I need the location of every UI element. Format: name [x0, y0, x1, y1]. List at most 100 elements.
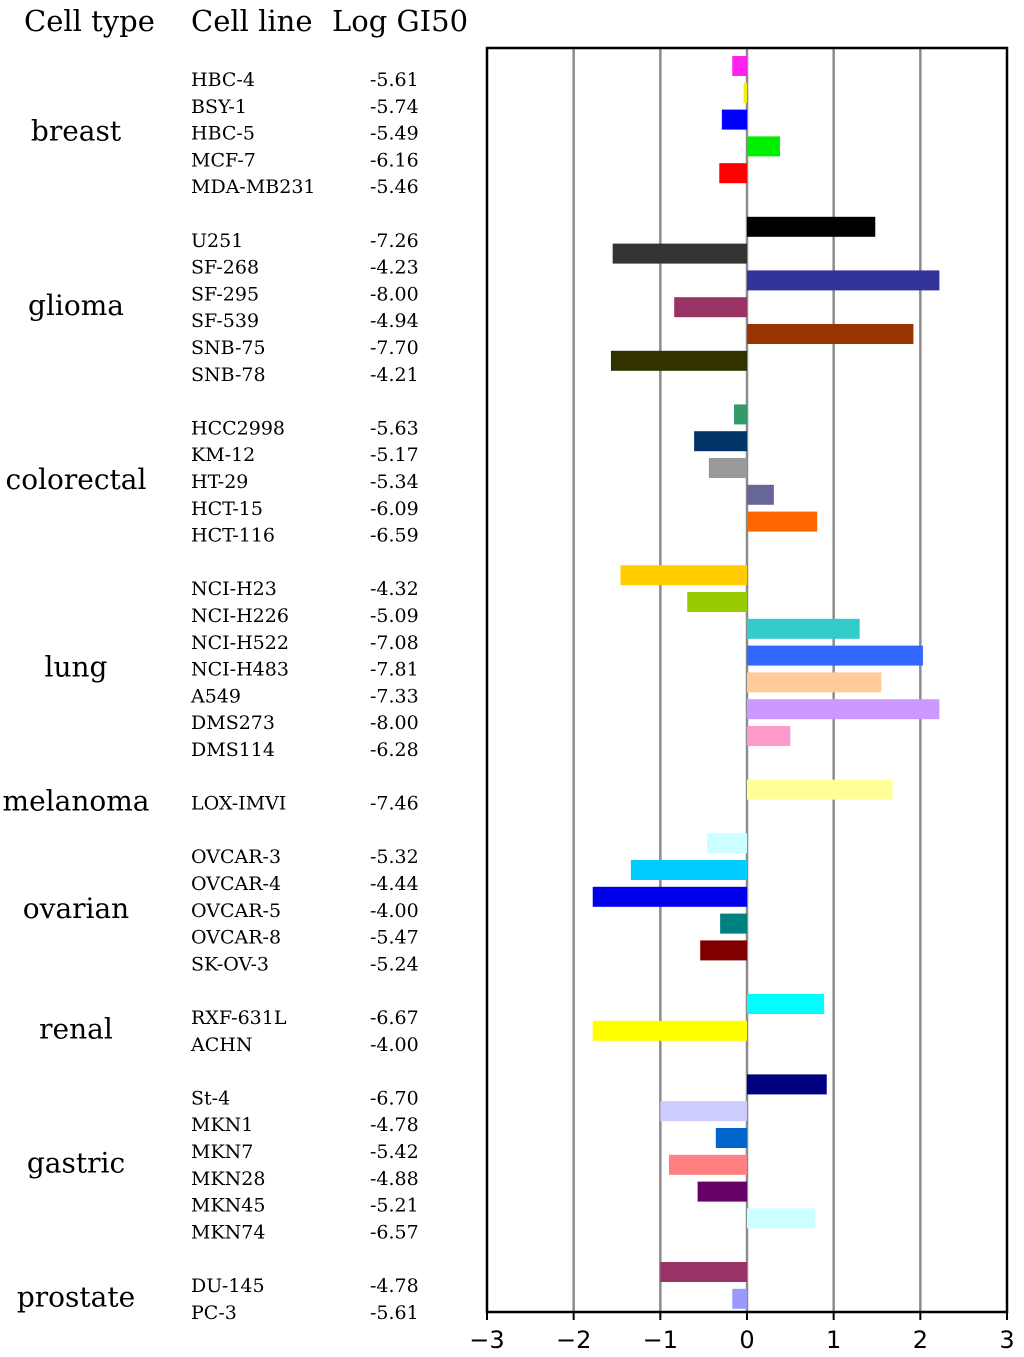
bar-ovcar-8 — [720, 913, 747, 934]
gi50-value: -5.21 — [370, 1195, 419, 1217]
bar-nci-h483 — [747, 645, 923, 666]
cell-line-label: OVCAR-8 — [191, 927, 281, 949]
x-axis: −3 −2 −1 0 1 2 3 — [469, 1312, 1015, 1354]
cell-line-label: MKN74 — [191, 1221, 265, 1243]
x-tick-label: 0 — [739, 1326, 754, 1354]
cell-line-label: SNB-78 — [191, 364, 266, 386]
gi50-value: -5.49 — [370, 123, 419, 145]
cell-line-label: A549 — [190, 685, 241, 707]
cell-line-label: NCI-H522 — [191, 632, 289, 654]
gi50-value: -6.16 — [370, 149, 419, 171]
cell-type-label: colorectal — [6, 463, 147, 496]
cell-line-label: MKN45 — [191, 1195, 265, 1217]
cell-line-label: DMS273 — [191, 712, 275, 734]
cell-line-label: MKN1 — [191, 1114, 253, 1136]
cell-line-label: SF-539 — [191, 310, 259, 332]
gi50-value: -4.00 — [370, 1034, 419, 1056]
cell-line-label: MCF-7 — [191, 149, 256, 171]
gi50-value: -7.26 — [370, 230, 419, 252]
bar-ovcar-5 — [592, 886, 747, 907]
gi50-value: -5.17 — [370, 444, 419, 466]
bar-hct-15 — [747, 484, 774, 505]
header-cell-line: Cell line — [191, 4, 313, 38]
gi50-value: -5.74 — [370, 96, 419, 118]
gi50-value: -5.32 — [370, 846, 419, 868]
bar-sk-ov-3 — [700, 940, 747, 961]
cell-line-label: SF-268 — [191, 257, 259, 279]
gi50-value: -8.00 — [370, 712, 419, 734]
bar-achn — [592, 1020, 747, 1041]
bar-mkn7 — [715, 1128, 747, 1148]
gi50-value: -6.59 — [370, 525, 419, 547]
gi50-value: -6.67 — [370, 1007, 419, 1029]
bar-pc-3 — [732, 1288, 747, 1309]
x-tick-label: −1 — [643, 1326, 678, 1354]
gi50-value: -6.70 — [370, 1087, 419, 1109]
gi50-value: -7.46 — [370, 793, 419, 815]
bar-rxf-631l — [747, 994, 825, 1014]
cell-line-label: DMS114 — [191, 739, 275, 761]
gi50-value: -4.78 — [370, 1275, 419, 1297]
gi50-value: -4.23 — [370, 257, 419, 279]
cell-line-label: PC-3 — [191, 1302, 237, 1324]
bar-sf-295 — [747, 270, 940, 291]
bar-a549 — [747, 672, 882, 693]
cell-type-label: renal — [39, 1012, 113, 1045]
cell-line-label: BSY-1 — [191, 96, 247, 118]
bar-sf-539 — [674, 297, 747, 318]
cell-type-label: gastric — [27, 1146, 125, 1179]
gi50-value: -4.00 — [370, 900, 419, 922]
bar-du-145 — [660, 1262, 747, 1282]
cell-line-label: HCT-116 — [191, 525, 275, 547]
gi50-value: -5.63 — [370, 417, 419, 439]
x-tick-label: 3 — [999, 1326, 1014, 1354]
bars — [592, 56, 940, 1309]
x-tick-label: −3 — [469, 1326, 504, 1354]
bar-snb-78 — [610, 350, 747, 371]
bar-hbc-5 — [721, 109, 747, 130]
cell-line-label: U251 — [191, 230, 243, 252]
gi50-value: -4.78 — [370, 1114, 419, 1136]
cell-line-label: ACHN — [190, 1034, 252, 1056]
gi50-value: -7.33 — [370, 685, 419, 707]
bar-mcf-7 — [747, 136, 780, 157]
header-log-gi50: Log GI50 — [332, 4, 468, 38]
cell-line-label: NCI-H483 — [191, 659, 289, 681]
cell-type-label: lung — [45, 651, 108, 684]
bar-nci-h522 — [747, 618, 860, 639]
gi50-value: -4.32 — [370, 578, 419, 600]
gi50-value: -5.47 — [370, 927, 419, 949]
gi50-value: -5.24 — [370, 953, 419, 975]
cell-line-label: SF-295 — [191, 283, 259, 305]
cell-type-label: melanoma — [3, 785, 150, 818]
cell-line-label: LOX-IMVI — [191, 793, 286, 815]
bar-dms273 — [747, 699, 940, 720]
cell-line-label: OVCAR-3 — [191, 846, 281, 868]
bar-nci-h23 — [620, 565, 747, 586]
cell-line-label: HBC-4 — [191, 69, 255, 91]
bar-hct-116 — [747, 511, 818, 532]
gi50-value: -4.94 — [370, 310, 419, 332]
bar-mkn45 — [697, 1181, 747, 1202]
bar-mkn28 — [669, 1154, 747, 1175]
cell-line-label: OVCAR-5 — [191, 900, 281, 922]
cell-type-label: glioma — [28, 289, 124, 322]
x-tick-label: 1 — [826, 1326, 841, 1354]
cell-line-label: St-4 — [191, 1087, 230, 1109]
bar-nci-h226 — [687, 592, 747, 612]
cell-line-label: RXF-631L — [191, 1007, 287, 1029]
gi50-value: -5.34 — [370, 471, 419, 493]
cell-type-label: ovarian — [23, 892, 129, 925]
x-tick-label: −2 — [556, 1326, 591, 1354]
gi50-value: -7.81 — [370, 659, 419, 681]
cell-line-label: SK-OV-3 — [191, 953, 269, 975]
bar-snb-75 — [747, 324, 914, 344]
bar-mkn74 — [747, 1208, 816, 1229]
bar-lox-imvi — [747, 779, 893, 800]
gi50-value: -6.09 — [370, 498, 419, 520]
cell-line-label: HT-29 — [191, 471, 248, 493]
bar-ht-29 — [708, 458, 747, 478]
gi50-value: -6.57 — [370, 1221, 419, 1243]
gi50-value: -7.08 — [370, 632, 419, 654]
